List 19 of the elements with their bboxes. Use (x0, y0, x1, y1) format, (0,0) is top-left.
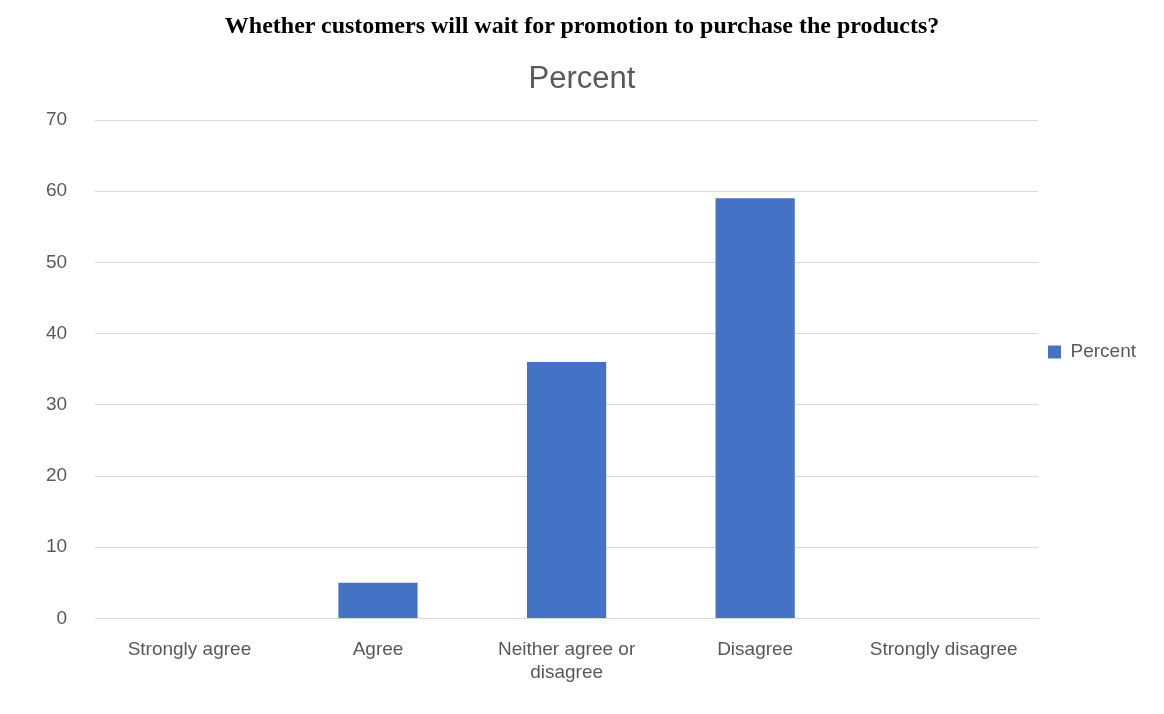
y-tick-label: 70 (45, 108, 68, 130)
chart-subtitle: Percent (528, 59, 636, 95)
y-tick-label: 40 (45, 321, 68, 343)
y-tick-label: 20 (45, 464, 68, 486)
x-tick-label: Strongly disagree (869, 638, 1018, 660)
x-tick-label: Neither agree or disagree (497, 638, 636, 682)
legend-label: Percent (1070, 340, 1137, 362)
y-tick-label: 30 (45, 393, 68, 415)
bar (715, 198, 795, 618)
y-tick-label: 50 (45, 250, 68, 272)
bar (338, 582, 418, 618)
chart-title: Whether customers will wait for promotion to purchase the products? (224, 11, 940, 38)
x-tick-label: Disagree (717, 638, 794, 660)
x-tick-label: Strongly agree (127, 638, 252, 660)
y-tick-label: 60 (45, 179, 68, 201)
bar (526, 362, 607, 618)
y-tick-label: 0 (56, 606, 68, 628)
x-tick-label: Agree (352, 638, 404, 660)
y-tick-label: 10 (45, 535, 68, 557)
